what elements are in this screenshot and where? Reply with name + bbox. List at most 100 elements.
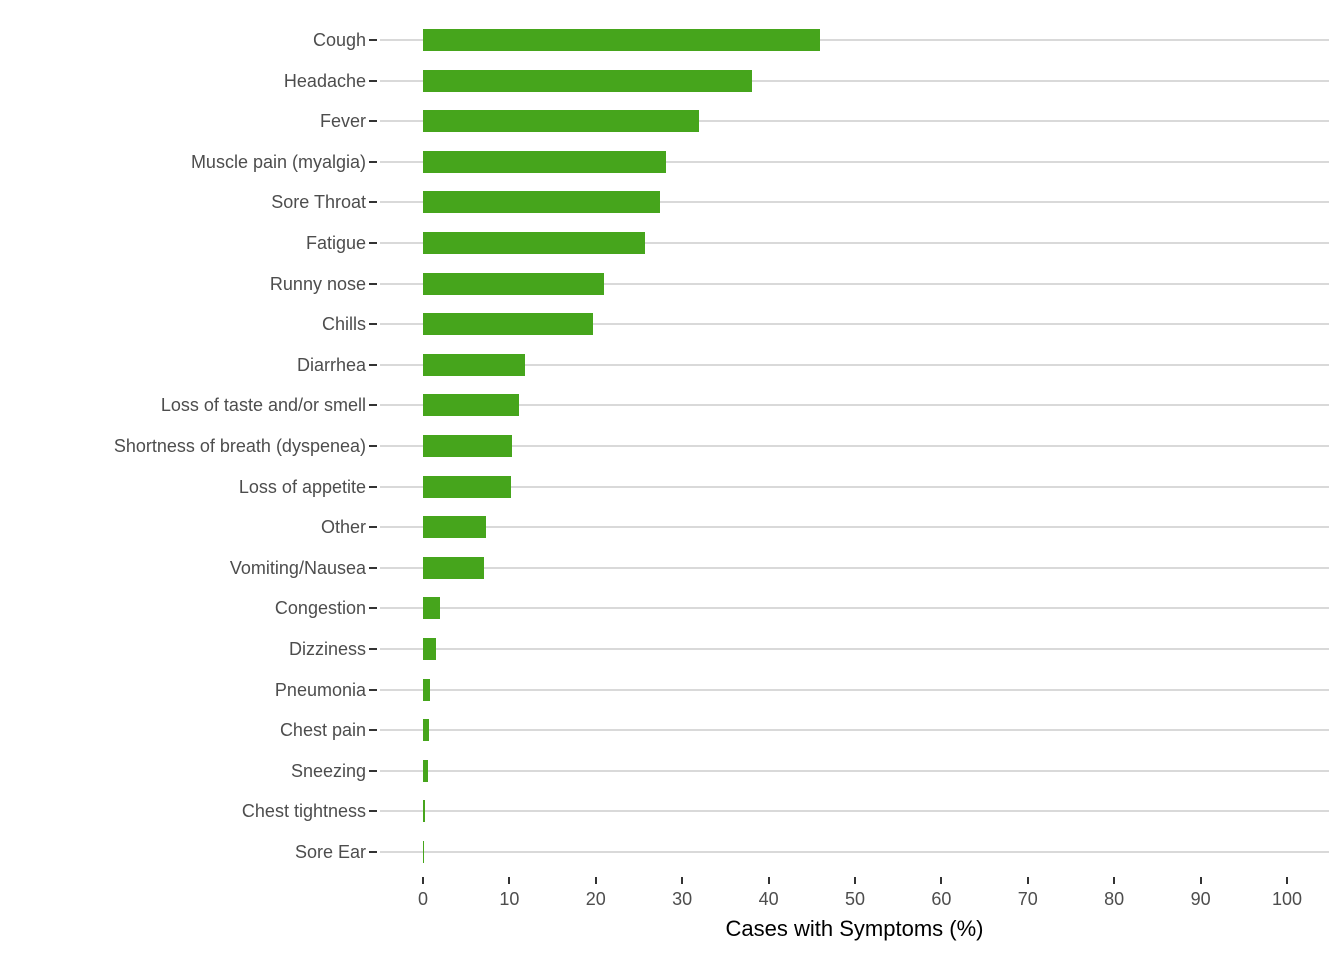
y-tick-mark [369, 851, 377, 853]
x-tick-label: 70 [1017, 889, 1038, 909]
bar [423, 719, 430, 742]
x-tick-mark [508, 877, 511, 884]
x-tick-mark [594, 877, 597, 884]
bar [423, 150, 666, 173]
gridline [380, 729, 1329, 732]
y-axis-label: Pneumonia [274, 679, 366, 700]
gridline [380, 120, 1329, 123]
y-tick-mark [369, 526, 377, 529]
x-tick-mark [1026, 877, 1029, 884]
x-axis-title: Cases with Symptoms (%) [725, 916, 984, 941]
gridline [380, 485, 1329, 488]
y-tick-mark [369, 607, 377, 610]
gridline [380, 160, 1329, 163]
x-tick-mark [767, 877, 770, 884]
bar [423, 597, 441, 620]
bar [423, 272, 604, 295]
y-axis-label: Loss of taste and/or smell [160, 395, 366, 416]
x-tick-label: 20 [585, 889, 606, 909]
y-tick-mark [369, 323, 377, 326]
gridline [380, 769, 1329, 772]
y-axis-label: Headache [283, 70, 366, 91]
y-axis-label: Dizziness [288, 639, 366, 659]
bar [423, 110, 699, 133]
x-tick-mark [1199, 877, 1202, 884]
gridline [380, 851, 1329, 853]
y-tick-mark [369, 120, 377, 123]
bar [423, 759, 429, 782]
y-tick-mark [369, 363, 377, 366]
gridline [380, 39, 1329, 41]
x-tick-label: 0 [417, 889, 429, 909]
bar [423, 29, 821, 51]
y-axis-label: Fatigue [305, 233, 366, 253]
y-tick-mark [369, 445, 377, 447]
bar [423, 353, 525, 376]
gridline [380, 282, 1329, 285]
y-tick-mark [369, 729, 377, 732]
gridline [380, 79, 1329, 82]
y-axis-label: Sore Ear [294, 842, 366, 862]
plot-area [380, 14, 1329, 877]
bar [423, 394, 519, 417]
x-tick-label: 80 [1104, 889, 1125, 909]
y-axis-label: Sore Throat [271, 192, 366, 213]
bar [423, 638, 436, 660]
x-tick-label: 60 [931, 889, 952, 909]
y-axis-label: Diarrhea [296, 354, 366, 375]
y-axis-label: Cough [312, 30, 366, 50]
y-axis-label: Loss of appetite [238, 476, 366, 497]
y-axis-label: Vomiting/Nausea [229, 557, 366, 578]
bar [423, 516, 487, 539]
bar [423, 232, 646, 254]
gridline [380, 445, 1329, 447]
y-tick-mark [369, 648, 377, 650]
x-tick-label: 30 [672, 889, 693, 909]
gridline [380, 404, 1329, 407]
x-tick-mark [681, 877, 684, 884]
bar [423, 313, 594, 336]
bar [423, 800, 426, 823]
y-axis-label: Chest pain [279, 720, 366, 741]
x-tick-label: 50 [844, 889, 866, 909]
x-tick-label: 40 [758, 889, 779, 909]
y-axis-label: Shortness of breath (dyspenea) [113, 436, 366, 456]
gridline [380, 648, 1329, 650]
gridline [380, 242, 1329, 244]
bar [423, 435, 512, 457]
bar [423, 475, 512, 498]
bar [423, 69, 753, 92]
y-axis-label: Muscle pain (myalgia) [190, 151, 366, 172]
y-tick-mark [369, 201, 377, 204]
gridline [380, 607, 1329, 610]
y-tick-mark [369, 242, 377, 244]
y-tick-mark [369, 769, 377, 772]
y-axis-label: Runny nose [269, 273, 366, 294]
y-tick-mark [369, 810, 377, 813]
y-axis-label: Sneezing [290, 760, 366, 781]
y-axis-label: Fever [319, 111, 366, 132]
y-axis-label: Chills [321, 314, 366, 335]
x-tick-mark [422, 877, 424, 884]
gridline [380, 323, 1329, 326]
gridline [380, 566, 1329, 569]
bar [423, 191, 660, 214]
gridline [380, 363, 1329, 366]
gridline [380, 526, 1329, 529]
x-tick-mark [1286, 877, 1288, 884]
x-tick-label: 90 [1190, 889, 1211, 909]
y-axis-label: Other [320, 517, 366, 538]
x-tick-mark [1113, 877, 1116, 884]
y-tick-mark [369, 282, 377, 285]
bar [423, 678, 430, 701]
y-tick-mark [369, 404, 377, 407]
bar [423, 556, 485, 579]
y-tick-mark [369, 79, 377, 82]
gridline [380, 810, 1329, 813]
gridline [380, 201, 1329, 204]
y-axis-label: Chest tightness [241, 801, 366, 822]
x-tick-mark [940, 877, 943, 884]
y-tick-mark [369, 485, 377, 488]
y-tick-mark [369, 688, 377, 691]
